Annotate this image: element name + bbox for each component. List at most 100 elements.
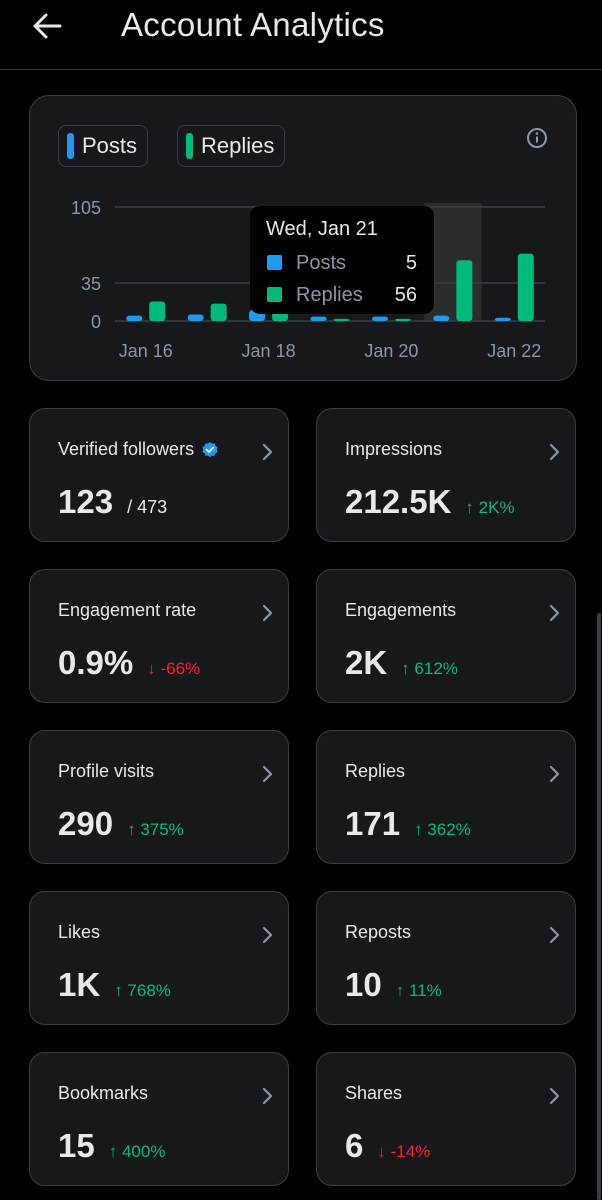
stat-label-text: Shares [345,1083,403,1103]
tooltip-replies-swatch [267,287,282,302]
bar-replies [333,318,350,321]
tooltip-posts-label: Posts [296,252,346,274]
stat-label-text: Reposts [345,922,412,942]
legend-posts-label: Posts [82,133,138,158]
stat-delta: ↑ 375% [127,820,184,840]
chevron-right-icon [549,765,560,783]
stat-value: 171 [345,805,401,842]
info-icon[interactable] [526,127,548,149]
legend-replies-label: Replies [201,133,275,158]
chevron-right-icon [549,926,560,944]
stat-delta: ↑ 768% [114,981,171,1001]
legend-posts-chip[interactable]: Posts [58,125,149,167]
stat-label-text: Verified followers [58,439,195,459]
stat-value: 123 [58,483,114,520]
chart-tooltip: Wed, Jan 21 Posts 5 Replies 56 [250,206,434,314]
stat-delta: ↓ -14% [377,1142,430,1162]
chevron-right-icon [262,765,273,783]
replies-swatch [186,133,193,159]
stat-label-text: Replies [345,761,406,781]
stat-delta-value: 11% [408,981,442,1000]
bar-chart[interactable]: 0 35 105 Jan 16 Jan 18 Jan 20 Jan 22 Wed, Jan… [30,96,578,382]
stat-label: Likes [58,922,100,943]
stat-label: Reposts [345,922,411,943]
stat-card-replies[interactable]: Replies 171 ↑ 362% [316,730,576,864]
stat-delta-value: 612% [414,659,458,678]
stat-value: 2K [345,644,388,681]
stat-value: 15 [58,1127,95,1164]
bar-posts [310,316,327,321]
stat-label: Engagements [345,600,456,621]
stat-delta-value: 768% [127,981,171,1000]
stat-label-text: Bookmarks [58,1083,149,1103]
y-tick-label: 105 [71,198,101,218]
stat-label: Impressions [345,439,442,460]
stat-value-row: 171 ↑ 362% [345,805,471,843]
stat-card-engagement-rate[interactable]: Engagement rate 0.9% ↓ -66% [29,569,289,703]
stat-label-text: Engagement rate [58,600,197,620]
stat-card-verified-followers[interactable]: Verified followers 123 / 473 [29,408,289,542]
stat-value-row: 123 / 473 [58,483,167,521]
stat-label: Engagement rate [58,600,196,621]
tooltip-date: Wed, Jan 21 [266,218,378,240]
chart-card: Posts Replies 0 35 105 Jan 16 Jan 18 Jan 20 J… [29,95,577,381]
bar-replies [456,260,473,321]
stat-value-row: 15 ↑ 400% [58,1127,165,1165]
y-tick-label: 0 [91,312,101,332]
tooltip-box [250,206,434,314]
stat-card-shares[interactable]: Shares 6 ↓ -14% [316,1052,576,1186]
chevron-right-icon [262,1087,273,1105]
page-title: Account Analytics [121,6,385,43]
legend-replies-chip[interactable]: Replies [177,125,286,167]
verified-badge-icon [202,441,218,457]
stat-card-profile-visits[interactable]: Profile visits 290 ↑ 375% [29,730,289,864]
stat-label: Shares [345,1083,402,1104]
stat-label: Verified followers [58,439,219,460]
chevron-right-icon [262,443,273,461]
bar-replies [272,312,289,321]
stat-delta: ↑ 612% [401,659,458,679]
back-arrow-icon[interactable] [30,8,66,44]
stat-card-engagements[interactable]: Engagements 2K ↑ 612% [316,569,576,703]
stat-delta-value: -66% [160,659,201,678]
stat-value: 10 [345,966,382,1003]
stat-value-row: 290 ↑ 375% [58,805,184,843]
stat-label-text: Engagements [345,600,457,620]
stat-value: 0.9% [58,644,134,681]
stat-value-row: 212.5K ↑ 2K% [345,483,515,521]
header: Account Analytics [0,0,602,70]
bar-replies [394,318,411,321]
stat-label-text: Likes [58,922,101,942]
bar-posts [433,315,450,321]
stat-value-row: 6 ↓ -14% [345,1127,430,1165]
stat-card-bookmarks[interactable]: Bookmarks 15 ↑ 400% [29,1052,289,1186]
scrollbar[interactable] [597,613,601,1200]
y-tick-label: 35 [81,274,101,294]
stat-card-impressions[interactable]: Impressions 212.5K ↑ 2K% [316,408,576,542]
stat-label-text: Profile visits [58,761,155,781]
tooltip-posts-value: 5 [406,252,417,274]
stat-delta-value: 362% [427,820,471,839]
stat-delta-value: 375% [140,820,184,839]
bar-replies [517,253,534,321]
stat-value: 212.5K [345,483,452,520]
stat-delta: ↑ 11% [396,981,442,1001]
stat-card-likes[interactable]: Likes 1K ↑ 768% [29,891,289,1025]
bar-posts [371,316,388,321]
bar-posts [494,317,511,321]
arrow-up-icon: ↑ [127,820,141,839]
chevron-right-icon [549,604,560,622]
stat-value: 6 [345,1127,364,1164]
tooltip-replies-label: Replies [296,284,363,306]
stat-delta: ↑ 362% [414,820,471,840]
posts-swatch [67,133,74,159]
stat-delta-value: -14% [390,1142,431,1161]
stat-card-reposts[interactable]: Reposts 10 ↑ 11% [316,891,576,1025]
bar-replies [149,301,166,321]
x-tick-label: Jan 18 [242,341,296,361]
tooltip-posts-swatch [267,255,282,270]
stat-value-row: 10 ↑ 11% [345,966,442,1004]
stat-label: Replies [345,761,405,782]
bar-posts [187,314,204,321]
stat-value-row: 2K ↑ 612% [345,644,458,682]
